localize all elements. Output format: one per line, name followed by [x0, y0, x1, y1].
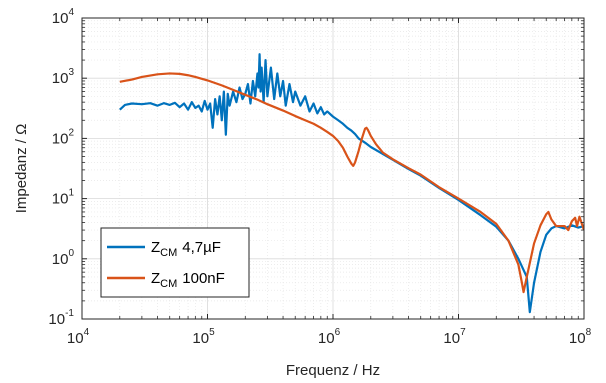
series-line-2	[119, 72, 584, 294]
x-axis-label: Frequenz / Hz	[286, 362, 380, 379]
x-tick-label: 108	[569, 327, 592, 347]
y-tick-labels: 10-1 100 101 102 103 104	[48, 7, 74, 328]
legend: ZCM 4,7µF ZCM 100nF	[100, 227, 250, 298]
x-tick-label: 107	[443, 327, 466, 347]
y-tick-label: 104	[52, 7, 75, 27]
x-tick-label: 104	[67, 327, 90, 347]
legend-box	[100, 227, 250, 298]
y-tick-label: 103	[52, 67, 75, 87]
series-layer	[119, 53, 584, 314]
y-tick-label: 101	[52, 188, 75, 208]
legend-label-series-1: ZCM 4,7µF	[151, 239, 221, 259]
x-tick-labels: 104 105 106 107 108	[67, 327, 592, 347]
y-axis-label: Impedanz / Ω	[13, 124, 30, 214]
minor-grid	[82, 18, 584, 319]
legend-label-series-2: ZCM 100nF	[151, 270, 225, 290]
y-tick-label: 10-1	[48, 308, 74, 328]
y-tick-label: 100	[52, 248, 75, 268]
x-tick-label: 106	[318, 327, 341, 347]
x-tick-label: 105	[192, 327, 215, 347]
y-tick-label: 102	[52, 127, 75, 147]
tick-marks	[81, 17, 585, 320]
